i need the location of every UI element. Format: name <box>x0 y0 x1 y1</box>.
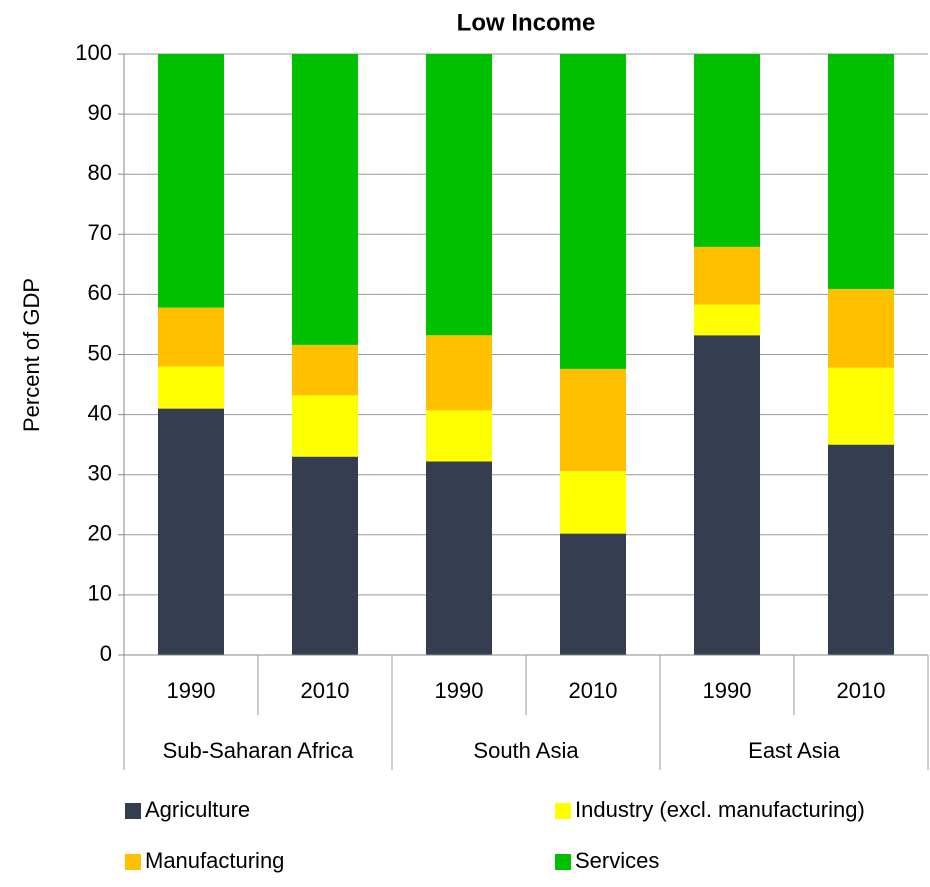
bar-segment <box>828 367 894 445</box>
bar-segment <box>158 307 224 367</box>
legend-label: Agriculture <box>145 797 250 822</box>
bar-segment <box>560 368 626 472</box>
bar-segment <box>828 444 894 655</box>
y-tick-label: 70 <box>88 220 112 245</box>
y-tick-label: 100 <box>75 40 112 65</box>
bar-segment <box>694 304 760 336</box>
bar-segment <box>426 461 492 655</box>
bar-segment <box>694 246 760 305</box>
y-tick-label: 80 <box>88 160 112 185</box>
legend-swatch <box>125 854 141 870</box>
bar-segment <box>694 335 760 655</box>
y-tick-label: 60 <box>88 280 112 305</box>
group-label: Sub-Saharan Africa <box>163 738 355 763</box>
y-tick-label: 20 <box>88 521 112 546</box>
x-tick-label: 1990 <box>703 678 752 703</box>
bar-segment <box>560 533 626 655</box>
y-tick-label: 30 <box>88 461 112 486</box>
x-tick-label: 2010 <box>569 678 618 703</box>
y-tick-label: 40 <box>88 400 112 425</box>
bar-segment <box>828 54 894 289</box>
x-tick-label: 1990 <box>167 678 216 703</box>
y-tick-label: 10 <box>88 581 112 606</box>
y-axis-label: Percent of GDP <box>19 278 44 432</box>
bar-segment <box>158 408 224 655</box>
chart-title: Low Income <box>457 9 596 36</box>
bar-segment <box>426 54 492 336</box>
bar-segment <box>292 344 358 396</box>
bar-segment <box>158 366 224 409</box>
y-tick-label: 90 <box>88 100 112 125</box>
x-tick-label: 2010 <box>301 678 350 703</box>
bar-segment <box>560 471 626 534</box>
legend-label: Services <box>575 848 659 873</box>
y-tick-label: 0 <box>100 641 112 666</box>
x-tick-label: 1990 <box>435 678 484 703</box>
bar-segment <box>292 54 358 345</box>
legend-label: Manufacturing <box>145 848 284 873</box>
y-tick-label: 50 <box>88 340 112 365</box>
group-label: East Asia <box>748 738 840 763</box>
legend-swatch <box>555 854 571 870</box>
bar-segment <box>292 395 358 457</box>
x-tick-label: 2010 <box>837 678 886 703</box>
bar-segment <box>426 410 492 462</box>
bar-segment <box>560 54 626 369</box>
bar-segment <box>694 54 760 247</box>
bar-segment <box>292 456 358 655</box>
bar-segment <box>828 288 894 368</box>
bar-segment <box>426 335 492 411</box>
group-label: South Asia <box>473 738 579 763</box>
legend-swatch <box>555 803 571 819</box>
legend-swatch <box>125 803 141 819</box>
bar-segment <box>158 54 224 308</box>
legend-label: Industry (excl. manufacturing) <box>575 797 865 822</box>
